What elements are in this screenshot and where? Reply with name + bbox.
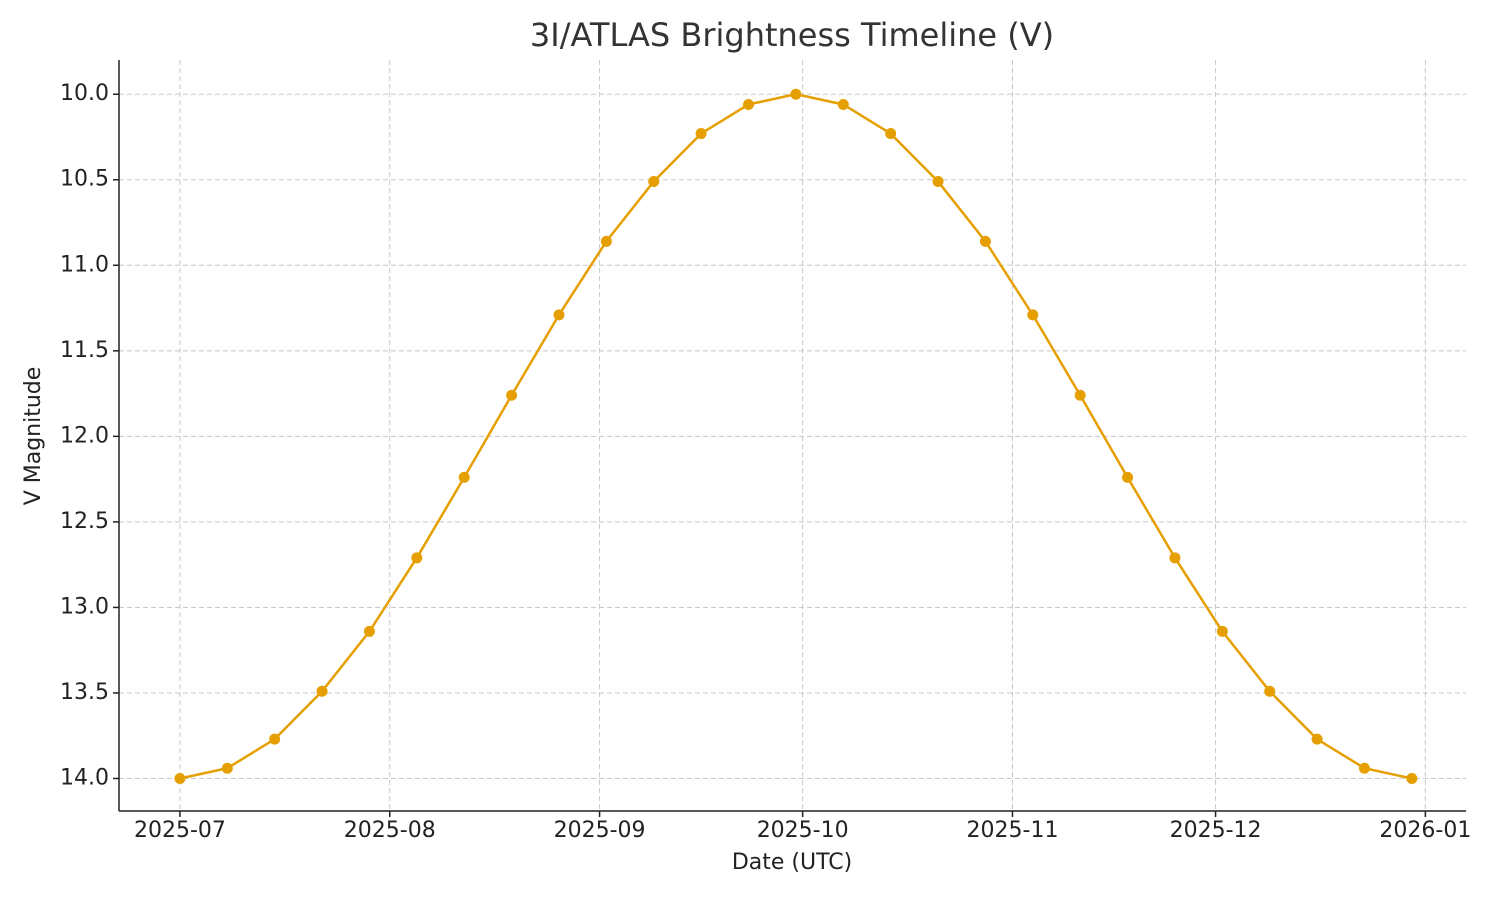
x-tick-label: 2025-09 xyxy=(554,818,646,843)
data-point xyxy=(174,772,186,784)
y-tick-label: 13.5 xyxy=(60,680,109,705)
x-axis-label: Date (UTC) xyxy=(732,850,852,875)
data-point xyxy=(1169,552,1181,564)
data-point xyxy=(1311,733,1323,745)
data-point xyxy=(553,309,565,321)
data-point xyxy=(269,733,281,745)
y-tick-label: 13.0 xyxy=(60,594,109,619)
data-point xyxy=(932,175,944,187)
data-point xyxy=(363,625,375,637)
x-tick-label: 2025-08 xyxy=(344,818,436,843)
data-point xyxy=(743,98,755,110)
data-point xyxy=(790,88,802,100)
data-point xyxy=(1264,685,1276,697)
data-point xyxy=(506,389,518,401)
data-point xyxy=(695,128,707,140)
x-tick-label: 2025-07 xyxy=(134,818,226,843)
x-tick-label: 2026-01 xyxy=(1379,818,1471,843)
y-tick-label: 10.5 xyxy=(60,167,109,192)
data-point xyxy=(1122,471,1134,483)
y-axis-label: V Magnitude xyxy=(21,367,46,506)
data-point xyxy=(1216,625,1228,637)
data-point xyxy=(1358,762,1370,774)
y-tick-label: 11.0 xyxy=(60,252,109,277)
data-point xyxy=(316,685,328,697)
x-tick-label: 2025-10 xyxy=(757,818,849,843)
data-point xyxy=(837,98,849,110)
y-tick-label: 11.5 xyxy=(60,338,109,363)
y-tick-label: 12.0 xyxy=(60,423,109,448)
data-point xyxy=(648,175,660,187)
data-point xyxy=(1027,309,1039,321)
data-point xyxy=(600,235,612,247)
data-point xyxy=(885,128,897,140)
x-tick-label: 2025-11 xyxy=(967,818,1059,843)
data-point xyxy=(221,762,233,774)
data-point xyxy=(458,471,470,483)
y-tick-label: 14.0 xyxy=(60,765,109,790)
data-point xyxy=(411,552,423,564)
chart-title: 3I/ATLAS Brightness Timeline (V) xyxy=(530,16,1054,54)
y-tick-label: 10.0 xyxy=(60,81,109,106)
x-tick-label: 2025-12 xyxy=(1170,818,1262,843)
data-point xyxy=(1074,389,1086,401)
data-point xyxy=(1406,772,1418,784)
data-point xyxy=(979,235,991,247)
y-tick-label: 12.5 xyxy=(60,509,109,534)
